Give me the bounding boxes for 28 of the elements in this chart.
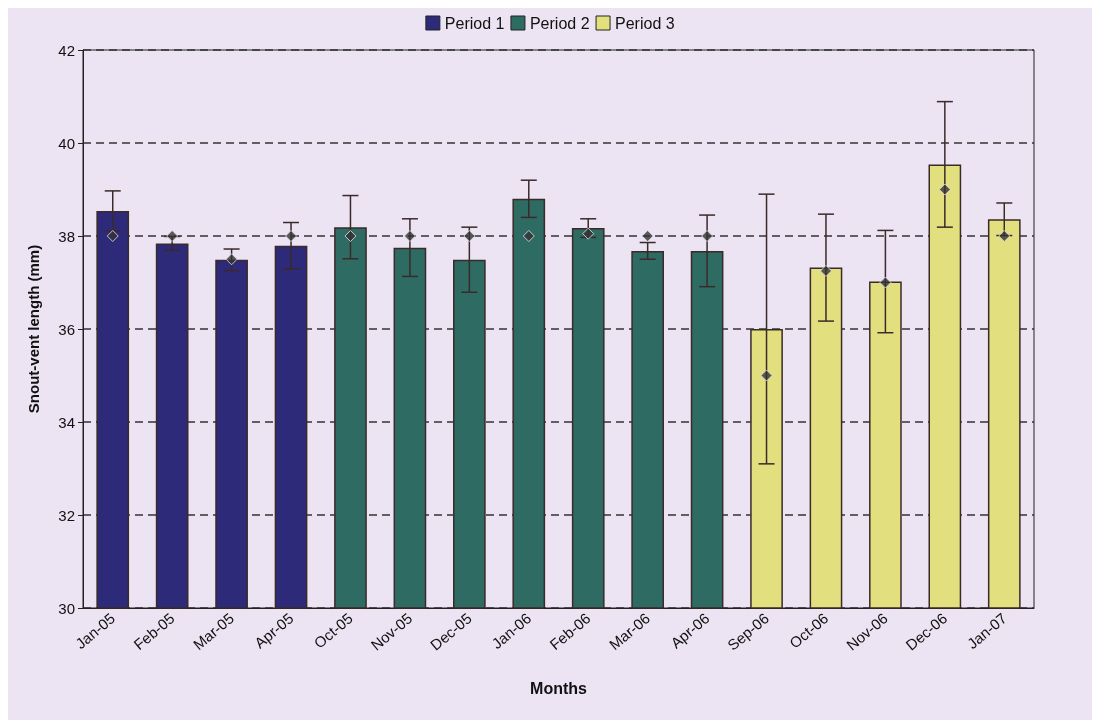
y-tick-label: 40 <box>58 134 75 152</box>
legend-label: Period 3 <box>615 14 675 32</box>
legend-label: Period 2 <box>529 14 590 32</box>
y-tick-label: 34 <box>58 413 75 431</box>
point <box>998 230 1011 242</box>
point <box>938 183 951 196</box>
y-tick-label: 32 <box>58 506 75 524</box>
y-tick-label: 42 <box>58 41 75 59</box>
point <box>344 230 357 242</box>
point <box>641 230 654 242</box>
y-axis-title: Snout-vent length (mm) <box>25 244 42 414</box>
point <box>879 276 892 289</box>
point <box>285 230 298 242</box>
point <box>819 264 832 277</box>
point <box>582 227 595 240</box>
y-tick-label: 30 <box>58 599 75 617</box>
point <box>166 230 179 242</box>
point <box>225 253 238 266</box>
point <box>701 230 714 242</box>
point <box>463 230 476 242</box>
y-tick-label: 36 <box>58 320 75 338</box>
legend-label: Period 1 <box>444 14 505 32</box>
point <box>760 369 773 382</box>
y-tick-label: 38 <box>58 227 75 245</box>
point <box>106 230 119 242</box>
point <box>403 230 416 242</box>
point <box>522 230 535 242</box>
x-axis-title: Months <box>530 679 588 697</box>
